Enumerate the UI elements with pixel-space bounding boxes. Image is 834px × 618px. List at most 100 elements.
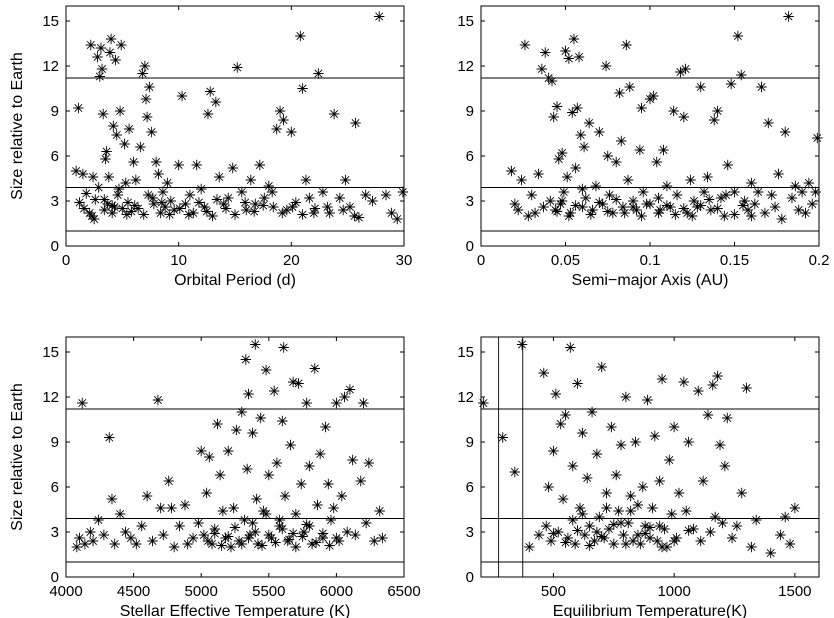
data-point bbox=[722, 412, 733, 424]
data-point bbox=[188, 207, 199, 219]
data-point bbox=[397, 186, 409, 198]
data-point bbox=[77, 397, 88, 409]
data-point bbox=[601, 502, 612, 514]
data-point bbox=[709, 511, 721, 523]
data-point bbox=[363, 457, 375, 469]
data-point bbox=[247, 517, 258, 529]
y-tick-label: 6 bbox=[466, 148, 474, 165]
x-tick-label: 6500 bbox=[387, 583, 420, 600]
x-tick-label: 0.15 bbox=[720, 252, 749, 269]
data-point bbox=[164, 209, 175, 220]
data-point bbox=[603, 523, 615, 535]
data-point bbox=[322, 201, 333, 213]
data-point bbox=[297, 83, 308, 94]
data-point bbox=[314, 448, 326, 460]
data-point bbox=[642, 394, 653, 406]
data-point bbox=[141, 490, 153, 502]
data-point bbox=[255, 412, 266, 424]
data-point bbox=[623, 517, 634, 529]
data-point bbox=[810, 186, 821, 198]
data-point bbox=[74, 197, 85, 208]
data-point bbox=[512, 204, 524, 216]
data-point bbox=[334, 192, 345, 204]
data-point bbox=[668, 535, 680, 547]
data-point bbox=[120, 177, 131, 189]
data-point bbox=[509, 466, 520, 478]
data-point bbox=[678, 376, 689, 388]
x-tick-label: 5000 bbox=[185, 583, 218, 600]
data-point bbox=[644, 522, 656, 533]
data-point bbox=[688, 523, 699, 535]
data-point bbox=[245, 174, 256, 186]
data-point bbox=[231, 424, 242, 436]
data-point bbox=[577, 508, 588, 520]
data-point bbox=[243, 532, 254, 544]
data-point bbox=[577, 183, 588, 195]
data-point bbox=[369, 535, 380, 547]
data-point bbox=[209, 528, 220, 539]
data-point bbox=[561, 171, 573, 183]
data-point bbox=[290, 508, 302, 520]
data-point bbox=[602, 206, 613, 217]
data-point bbox=[349, 210, 360, 222]
data-point bbox=[309, 203, 321, 214]
data-point bbox=[158, 529, 169, 541]
data-point bbox=[271, 457, 283, 469]
data-point bbox=[220, 532, 231, 544]
data-point bbox=[565, 342, 576, 353]
data-point bbox=[584, 540, 595, 551]
data-point bbox=[671, 189, 683, 201]
data-point bbox=[563, 210, 575, 222]
y-tick-label: 0 bbox=[466, 238, 474, 255]
data-point bbox=[731, 520, 743, 532]
data-point bbox=[533, 529, 545, 541]
x-tick-label: 0.1 bbox=[640, 252, 661, 269]
data-point bbox=[297, 209, 308, 220]
data-point bbox=[509, 198, 520, 210]
data-point bbox=[101, 146, 112, 157]
data-point bbox=[780, 126, 791, 138]
data-point bbox=[636, 210, 647, 222]
data-point bbox=[707, 379, 718, 391]
y-tick-label: 12 bbox=[457, 58, 474, 75]
data-point bbox=[263, 469, 274, 481]
data-point bbox=[789, 502, 801, 514]
data-point bbox=[74, 532, 85, 544]
data-point bbox=[92, 51, 103, 63]
data-point bbox=[695, 200, 706, 211]
x-tick-label: 10 bbox=[170, 252, 187, 269]
data-point bbox=[153, 168, 164, 180]
data-point bbox=[659, 523, 670, 535]
data-point bbox=[608, 538, 619, 550]
data-point bbox=[675, 66, 686, 78]
y-tick-label: 9 bbox=[51, 103, 59, 120]
data-point bbox=[198, 529, 210, 541]
x-tick-label: 4000 bbox=[49, 583, 82, 600]
plot-orbital-period: 0 10 20 30 0 3 6 9 12 15 Orbital Period (d) Size re… bbox=[9, 5, 412, 289]
data-point bbox=[766, 189, 777, 201]
data-point bbox=[176, 90, 188, 102]
y-tick-label: 0 bbox=[51, 238, 59, 255]
x-tick-label: 5500 bbox=[252, 583, 285, 600]
data-point bbox=[506, 165, 517, 177]
data-point bbox=[639, 528, 651, 539]
data-point bbox=[556, 195, 568, 207]
y-tick-label: 9 bbox=[51, 434, 59, 451]
data-point bbox=[223, 445, 234, 457]
data-point bbox=[260, 508, 272, 520]
data-point bbox=[563, 53, 575, 64]
data-point bbox=[625, 490, 636, 502]
data-point bbox=[654, 204, 666, 216]
data-point bbox=[729, 209, 740, 220]
data-point bbox=[204, 451, 215, 463]
data-point bbox=[196, 183, 207, 195]
data-point bbox=[358, 397, 369, 409]
data-point bbox=[569, 538, 581, 550]
data-point bbox=[786, 192, 798, 204]
data-point bbox=[656, 541, 668, 553]
data-point bbox=[729, 186, 740, 198]
data-point bbox=[227, 162, 238, 174]
data-point bbox=[254, 159, 265, 171]
data-point bbox=[250, 198, 261, 210]
data-point bbox=[114, 508, 126, 520]
